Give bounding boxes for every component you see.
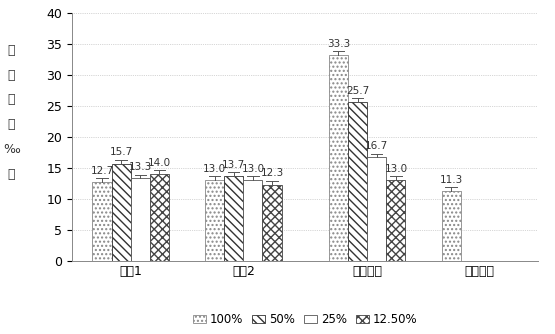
Text: 13.0: 13.0 [203, 164, 226, 174]
Bar [329, 55, 348, 261]
Bar [386, 180, 406, 261]
Legend: 100%, 50%, 25%, 12.50%: 100%, 50%, 25%, 12.50% [188, 308, 422, 331]
Text: 11.3: 11.3 [440, 175, 463, 184]
Bar [442, 191, 461, 261]
Text: 25.7: 25.7 [346, 86, 369, 96]
Bar [93, 182, 112, 261]
Text: ）: ） [8, 168, 16, 180]
Text: 33.3: 33.3 [327, 39, 350, 48]
Text: 13.7: 13.7 [222, 160, 245, 170]
Bar [263, 184, 281, 261]
Text: 13.0: 13.0 [384, 164, 407, 174]
Bar [205, 180, 224, 261]
Text: 率: 率 [8, 94, 16, 106]
Bar [112, 164, 131, 261]
Bar [367, 157, 386, 261]
Bar [348, 102, 367, 261]
Text: 13.3: 13.3 [129, 162, 152, 172]
Text: 14.0: 14.0 [148, 158, 171, 168]
Text: 13.0: 13.0 [241, 164, 264, 174]
Bar [150, 174, 169, 261]
Text: 12.3: 12.3 [260, 168, 284, 178]
Text: 12.7: 12.7 [90, 166, 114, 176]
Text: 16.7: 16.7 [365, 141, 388, 151]
Bar [243, 180, 263, 261]
Text: 15.7: 15.7 [109, 147, 133, 157]
Bar [131, 178, 150, 261]
Text: 核: 核 [8, 69, 16, 81]
Text: ‰: ‰ [3, 143, 20, 156]
Text: （: （ [8, 118, 16, 131]
Bar [224, 176, 243, 261]
Text: 微: 微 [8, 44, 16, 57]
